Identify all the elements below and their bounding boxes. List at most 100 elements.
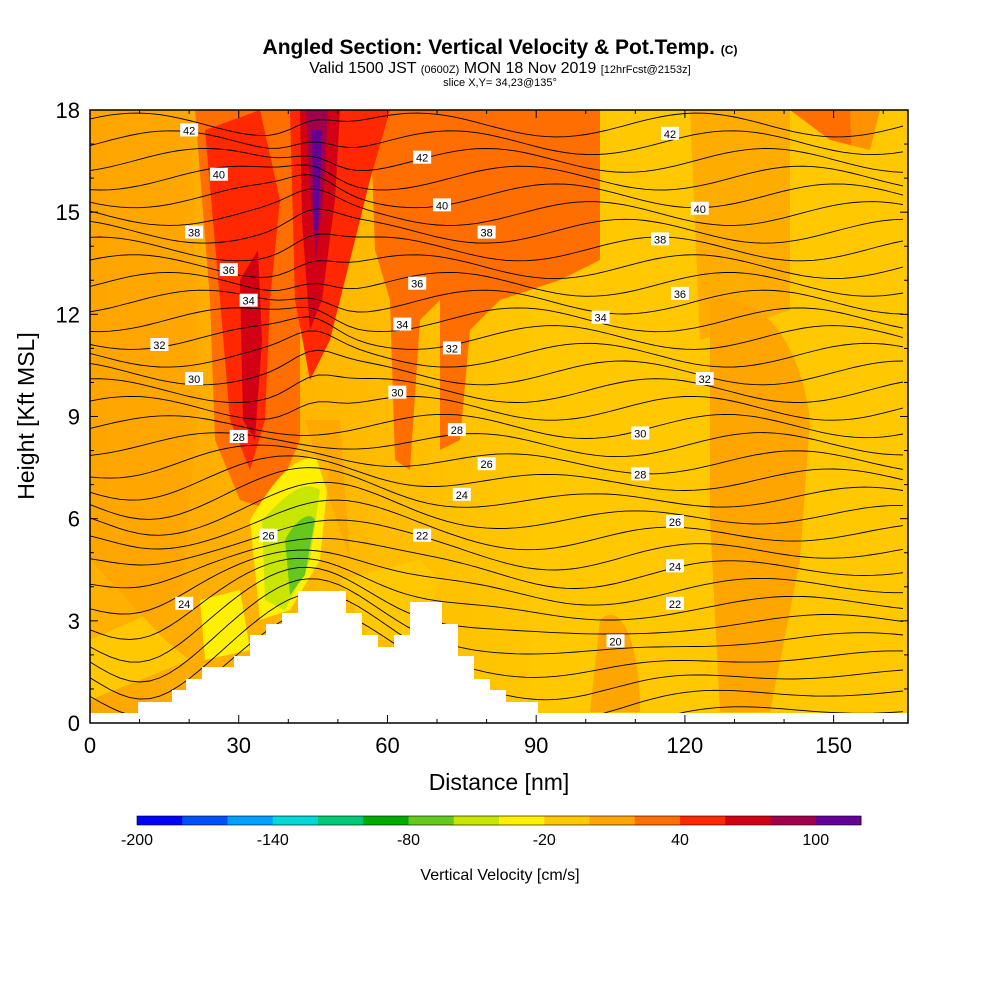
y-tick-label: 6	[68, 507, 80, 532]
contour-label: 26	[665, 515, 684, 529]
theta-contour-line	[90, 164, 904, 191]
contour-label: 24	[665, 559, 684, 573]
contour-label: 34	[239, 293, 258, 308]
theta-contour-line	[90, 148, 904, 173]
contour-label-box	[388, 385, 407, 399]
chart-title-text: Angled Section: Vertical Velocity & Pot.…	[262, 36, 715, 59]
x-tick-label: 150	[815, 733, 852, 758]
contour-label: 28	[631, 467, 650, 481]
x-tick-label: 90	[524, 733, 548, 758]
theta-contour-line	[90, 306, 904, 333]
theta-contour-line	[90, 233, 904, 262]
colorbar-swatch	[544, 816, 590, 825]
contour-label-box	[670, 286, 689, 300]
theta-contour-line	[90, 481, 903, 536]
contour-label-box	[665, 515, 684, 529]
contour-label: 26	[477, 457, 496, 471]
theta-contour-line	[90, 592, 903, 700]
theta-contour-line	[90, 208, 904, 244]
x-tick-label: 60	[375, 733, 399, 758]
colorbar-swatch	[363, 816, 409, 825]
contour-label-text: 30	[391, 388, 403, 400]
contour-label-box	[651, 232, 670, 246]
colorbar-swatch	[589, 816, 636, 825]
contour-label-box	[591, 310, 610, 324]
theta-contour-line	[90, 549, 903, 615]
contour-label: 36	[219, 263, 238, 277]
theta-contour-line	[90, 566, 904, 663]
contour-label-text: 40	[694, 204, 706, 216]
contour-label: 22	[665, 596, 684, 611]
theta-contour-line	[90, 330, 904, 368]
theta-contour-line	[90, 499, 904, 551]
contour-label-box	[606, 634, 625, 648]
colorbar-tick-label: -80	[397, 832, 420, 849]
contour-label-box	[185, 225, 204, 239]
chart-title: Angled Section: Vertical Velocity & Pot.…	[0, 36, 1000, 60]
contour-label: 40	[432, 198, 451, 212]
theta-contour-line	[90, 174, 904, 209]
colorbar-swatch	[634, 816, 681, 825]
contour-label: 38	[477, 225, 496, 240]
contour-label-text: 32	[446, 343, 458, 355]
contour-label-box	[631, 426, 650, 440]
field-patch	[305, 420, 350, 560]
contour-label: 36	[408, 276, 427, 291]
colorbar-tick-label: 100	[802, 832, 829, 849]
contour-label: 32	[695, 372, 714, 386]
contour-label-box	[447, 423, 466, 437]
theta-contour-line	[90, 519, 904, 571]
theta-contour-line	[90, 316, 904, 350]
contour-label-box	[690, 201, 709, 215]
contour-label-text: 28	[451, 425, 463, 437]
theta-contour-line	[90, 112, 904, 138]
contour-label: 30	[185, 372, 204, 386]
terrain	[90, 591, 908, 723]
theta-contour-line	[90, 395, 904, 421]
contour-label-box	[477, 457, 496, 471]
contour-label-box	[665, 559, 684, 573]
contour-label: 38	[185, 225, 204, 240]
contour-label-text: 30	[188, 374, 200, 386]
y-tick-label: 3	[68, 609, 80, 634]
contour-labels: 42 40 38 36 34 32 30 28 26 24 42 40 38 36 34 32 30 28 26 24…	[150, 123, 714, 648]
contour-label: 40	[209, 167, 228, 182]
contour-label-box	[239, 293, 258, 307]
contour-label-text: 38	[480, 228, 492, 240]
contour-label: 30	[631, 426, 650, 441]
valid-date: MON 18 Nov 2019	[463, 60, 597, 77]
theta-contour-line	[90, 444, 904, 479]
contour-label-box	[413, 528, 432, 542]
colorbar-swatch	[499, 816, 545, 825]
contour-label: 30	[388, 385, 407, 400]
contour-label-box	[259, 528, 278, 542]
y-tick-label: 12	[56, 302, 80, 327]
contour-label-box	[477, 225, 496, 239]
theta-contour-line	[90, 130, 904, 156]
theta-contour-line	[90, 374, 904, 403]
field-patch	[790, 110, 880, 150]
contour-label-box	[631, 467, 650, 481]
theta-contour-line	[90, 349, 904, 386]
contour-label: 34	[393, 317, 412, 332]
contour-label-text: 34	[396, 320, 408, 332]
theta-contour-line	[90, 413, 904, 439]
y-tick-label: 0	[68, 711, 80, 736]
velocity-field	[90, 110, 908, 723]
theta-contour-line	[90, 557, 904, 640]
contour-label: 38	[651, 232, 670, 246]
contour-label-box	[150, 337, 169, 351]
colorbar-tick-label: -200	[121, 832, 153, 849]
colorbar-tick-label: -140	[257, 832, 289, 849]
contour-label-text: 42	[664, 129, 676, 141]
contour-label-text: 36	[674, 289, 686, 301]
contour-label-text: 32	[153, 340, 165, 352]
contour-label-box	[393, 317, 412, 331]
contour-label: 24	[452, 487, 471, 502]
colorbar-swatch	[137, 816, 183, 825]
y-axis-label: Height [Kft MSL]	[13, 332, 39, 499]
contour-label-text: 34	[243, 296, 255, 308]
contour-label: 34	[591, 310, 610, 325]
colorbar-swatch	[408, 816, 455, 825]
